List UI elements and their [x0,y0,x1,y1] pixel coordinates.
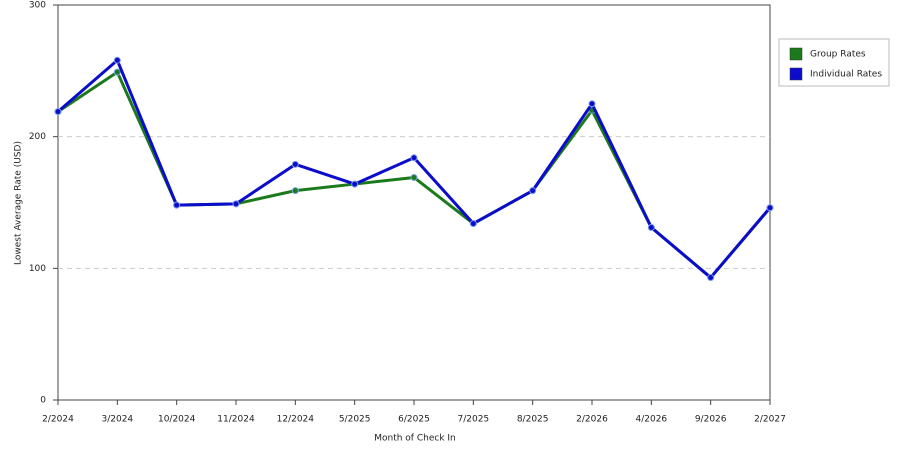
x-tick-label: 5/2025 [339,415,371,425]
series-line [57,58,772,280]
legend-swatch [789,47,803,61]
data-point [529,187,537,195]
x-tick-label: 6/2025 [398,415,430,425]
x-tick-label: 9/2026 [695,415,727,425]
data-point [291,160,299,168]
y-axis-label: Lowest Average Rate (USD) [14,141,24,265]
data-point [351,180,359,188]
y-tick-label: 200 [29,132,46,142]
y-tick-label: 300 [29,1,46,11]
legend-label: Group Rates [810,50,866,60]
data-point [410,173,418,181]
legend-label: Individual Rates [810,70,882,80]
data-point [707,274,715,282]
x-tick-label: 10/2024 [158,415,196,425]
data-point [54,108,62,116]
data-point [113,56,121,64]
data-point [766,204,774,212]
data-point [588,100,596,108]
data-point [410,154,418,162]
data-point [469,220,477,228]
y-tick-label: 0 [40,396,46,406]
data-point [647,224,655,232]
x-tick-label: 2/2024 [42,415,74,425]
x-tick-label: 3/2024 [101,415,133,425]
x-tick-label: 7/2025 [457,415,489,425]
x-tick-label: 4/2026 [635,415,667,425]
plot-area [57,4,771,401]
legend-swatch [789,67,803,81]
data-point [113,68,121,76]
x-tick-label: 8/2025 [517,415,549,425]
data-point [291,187,299,195]
x-tick-label: 12/2024 [277,415,315,425]
x-tick-label: 2/2026 [576,415,608,425]
x-tick-label: 2/2027 [754,415,786,425]
x-tick-label: 11/2024 [217,415,255,425]
x-axis-label: Month of Check In [374,434,456,444]
data-point [232,200,240,208]
data-point [173,201,181,209]
y-tick-label: 100 [29,264,46,274]
